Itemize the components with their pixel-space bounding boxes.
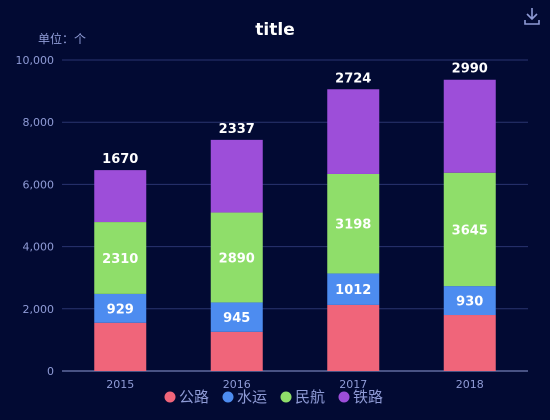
bar-segment-公路 bbox=[327, 304, 380, 371]
legend-marker[interactable] bbox=[280, 391, 292, 403]
x-tick-label: 2018 bbox=[456, 378, 484, 391]
y-tick-label: 6,000 bbox=[23, 178, 55, 191]
legend-label[interactable]: 铁路 bbox=[353, 388, 383, 406]
bar-segment-公路 bbox=[94, 322, 147, 371]
bar-segment-铁路 bbox=[327, 89, 380, 174]
legend-label[interactable]: 水运 bbox=[237, 388, 267, 406]
bar-segment-公路 bbox=[443, 315, 496, 371]
bar-segment-民航 bbox=[94, 222, 147, 294]
data-label: 1012 bbox=[335, 283, 371, 298]
legend[interactable]: 公路 水运 民航 铁路 bbox=[164, 388, 384, 406]
bar-segment-水运 bbox=[94, 293, 147, 323]
y-tick-label: 2,000 bbox=[23, 303, 55, 316]
x-tick-label: 2015 bbox=[106, 378, 134, 391]
data-label: 2310 bbox=[102, 252, 138, 267]
download-icon[interactable] bbox=[522, 6, 542, 26]
data-label: 2337 bbox=[219, 122, 255, 137]
y-tick-label: 10,000 bbox=[16, 54, 55, 67]
chart-title: title bbox=[255, 20, 294, 40]
legend-label[interactable]: 公路 bbox=[179, 388, 209, 406]
legend-label[interactable]: 民航 bbox=[295, 388, 325, 406]
bar-segment-水运 bbox=[210, 302, 263, 332]
y-tick-label: 0 bbox=[47, 365, 54, 378]
x-tick-label: 2017 bbox=[339, 378, 367, 391]
data-label: 2890 bbox=[219, 251, 255, 266]
unit-label: 单位：个 bbox=[38, 31, 86, 46]
data-label: 929 bbox=[107, 302, 134, 317]
bar-segment-铁路 bbox=[443, 79, 496, 173]
bar-segment-铁路 bbox=[210, 139, 263, 213]
data-label: 3645 bbox=[452, 223, 488, 238]
legend-marker[interactable] bbox=[222, 391, 234, 403]
bars bbox=[94, 79, 496, 371]
data-label: 2990 bbox=[452, 62, 488, 77]
bar-segment-铁路 bbox=[94, 170, 147, 223]
data-label: 945 bbox=[223, 311, 250, 326]
y-axis: 0 2,000 4,000 6,000 8,000 10,000 bbox=[16, 54, 55, 378]
bar-segment-民航 bbox=[443, 172, 496, 287]
legend-marker[interactable] bbox=[338, 391, 350, 403]
bar-segment-民航 bbox=[327, 173, 380, 274]
legend-marker[interactable] bbox=[164, 391, 176, 403]
x-axis: 2015 2016 2017 2018 bbox=[106, 378, 484, 391]
data-label: 2724 bbox=[335, 71, 371, 86]
y-tick-label: 8,000 bbox=[23, 116, 55, 129]
bar-segment-水运 bbox=[443, 286, 496, 316]
x-tick-label: 2016 bbox=[223, 378, 251, 391]
bar-segment-水运 bbox=[327, 273, 380, 305]
data-label: 930 bbox=[456, 295, 483, 310]
data-label: 3198 bbox=[335, 218, 371, 233]
data-label: 1670 bbox=[102, 152, 138, 167]
y-tick-label: 4,000 bbox=[23, 241, 55, 254]
bar-segment-民航 bbox=[210, 212, 263, 303]
bar-segment-公路 bbox=[210, 331, 263, 371]
data-labels: 929 2310 1670 945 2890 2337 1012 3198 2724 930 364… bbox=[102, 62, 488, 326]
